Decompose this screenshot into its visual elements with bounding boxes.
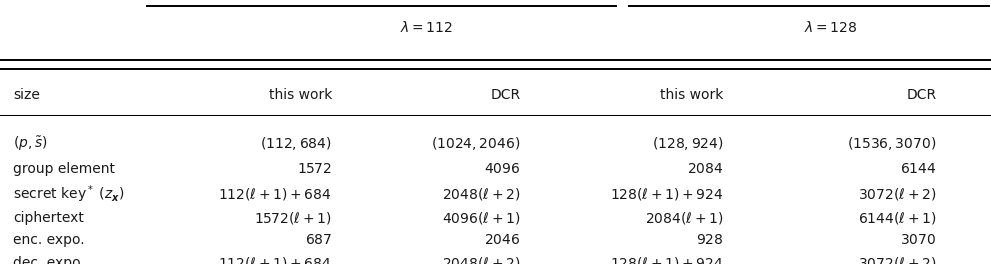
Text: DCR: DCR xyxy=(491,88,520,102)
Text: $(p, \tilde{s})$: $(p, \tilde{s})$ xyxy=(13,135,48,153)
Text: $\lambda = 128$: $\lambda = 128$ xyxy=(804,20,857,35)
Text: $4096$: $4096$ xyxy=(484,162,520,176)
Text: $2048(\ell+2)$: $2048(\ell+2)$ xyxy=(442,255,520,264)
Text: $6144$: $6144$ xyxy=(900,162,936,176)
Text: $112(\ell+1)+684$: $112(\ell+1)+684$ xyxy=(218,255,332,264)
Text: $(112, 684)$: $(112, 684)$ xyxy=(261,135,332,152)
Text: $1572$: $1572$ xyxy=(297,162,332,176)
Text: group element: group element xyxy=(13,162,115,176)
Text: $\lambda = 112$: $\lambda = 112$ xyxy=(399,20,453,35)
Text: $128(\ell+1)+924$: $128(\ell+1)+924$ xyxy=(610,255,723,264)
Text: DCR: DCR xyxy=(907,88,936,102)
Text: $2046$: $2046$ xyxy=(484,233,520,247)
Text: $6144(\ell+1)$: $6144(\ell+1)$ xyxy=(858,210,936,226)
Text: $(128, 924)$: $(128, 924)$ xyxy=(652,135,723,152)
Text: $(1536, 3070)$: $(1536, 3070)$ xyxy=(847,135,936,152)
Text: $4096(\ell+1)$: $4096(\ell+1)$ xyxy=(442,210,520,226)
Text: $3070$: $3070$ xyxy=(900,233,936,247)
Text: $112(\ell+1)+684$: $112(\ell+1)+684$ xyxy=(218,186,332,202)
Text: size: size xyxy=(13,88,40,102)
Text: $928$: $928$ xyxy=(696,233,723,247)
Text: $3072(\ell+2)$: $3072(\ell+2)$ xyxy=(858,186,936,202)
Text: $2048(\ell+2)$: $2048(\ell+2)$ xyxy=(442,186,520,202)
Text: this work: this work xyxy=(660,88,723,102)
Text: dec. expo.: dec. expo. xyxy=(13,256,84,264)
Text: $128(\ell+1)+924$: $128(\ell+1)+924$ xyxy=(610,186,723,202)
Text: $2084(\ell+1)$: $2084(\ell+1)$ xyxy=(645,210,723,226)
Text: $3072(\ell+2)$: $3072(\ell+2)$ xyxy=(858,255,936,264)
Text: this work: this work xyxy=(269,88,332,102)
Text: $(1024, 2046)$: $(1024, 2046)$ xyxy=(431,135,520,152)
Text: $1572(\ell+1)$: $1572(\ell+1)$ xyxy=(255,210,332,226)
Text: ciphertext: ciphertext xyxy=(13,211,84,225)
Text: secret key$^*$ $(z_{\boldsymbol{x}})$: secret key$^*$ $(z_{\boldsymbol{x}})$ xyxy=(13,183,124,205)
Text: $2084$: $2084$ xyxy=(687,162,723,176)
Text: $687$: $687$ xyxy=(304,233,332,247)
Text: enc. expo.: enc. expo. xyxy=(13,233,84,247)
